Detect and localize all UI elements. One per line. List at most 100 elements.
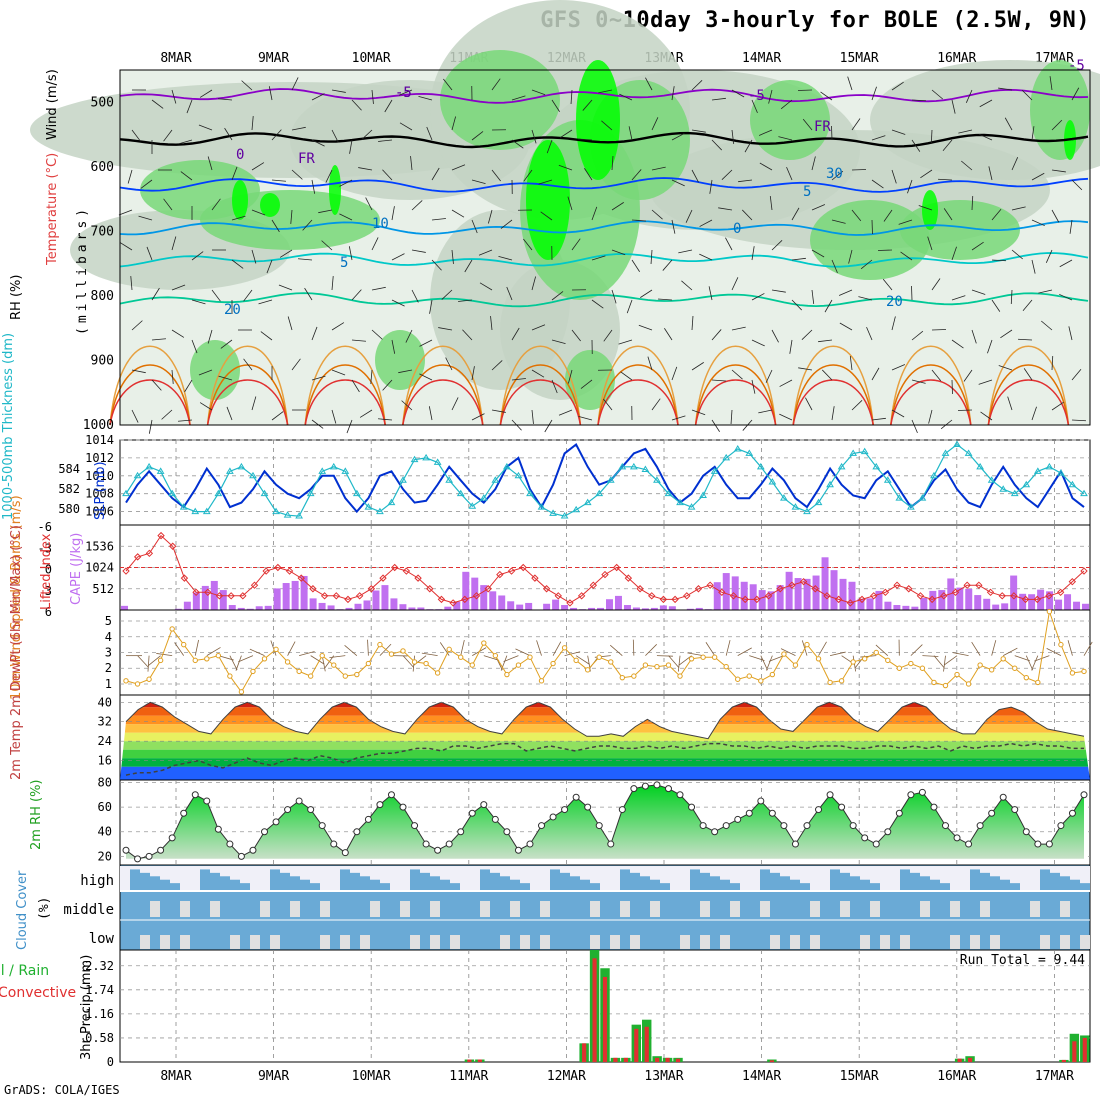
dewpoint-line	[125, 742, 1084, 776]
wind-marker	[573, 657, 579, 664]
wind-barb	[191, 339, 198, 354]
wind-barb-10m	[991, 640, 997, 656]
cape-bar	[372, 590, 380, 610]
lifted-index-marker	[858, 595, 866, 604]
cape-bar	[749, 584, 757, 610]
lifted-index-marker	[1033, 595, 1041, 604]
cape-bar	[255, 606, 263, 610]
cape-bar	[543, 603, 551, 610]
cloud-low-gap	[340, 935, 350, 949]
wind-barb	[178, 419, 193, 422]
lifted-index-tick: -3	[38, 541, 52, 555]
precip-convective-bar	[467, 1059, 472, 1062]
thickness-marker	[283, 511, 292, 518]
wind-barb	[831, 406, 835, 421]
wind-barb	[911, 379, 926, 384]
cloud-high-cell	[270, 869, 280, 890]
thickness-marker	[745, 449, 754, 456]
wind-barb	[791, 299, 803, 311]
cape-bar	[219, 590, 227, 610]
wind-barb-10m	[249, 648, 265, 657]
cloud-mid-gap	[810, 901, 820, 917]
wind-barb	[567, 196, 573, 211]
cloud-mid-gap	[730, 901, 740, 917]
wind-barb	[858, 296, 873, 301]
cape-bar	[920, 597, 928, 610]
cloud-high-cell	[560, 872, 570, 890]
wind-barb	[971, 289, 986, 295]
wind-barb	[1011, 157, 1019, 171]
cloud-high-cell	[840, 872, 850, 890]
rh-marker	[1080, 791, 1088, 799]
lifted-index-tick: 3	[45, 584, 52, 598]
rh-tick: 80	[98, 775, 112, 789]
wind-barb-10m	[1083, 641, 1093, 656]
lifted-index-marker	[1021, 595, 1030, 604]
lifted-index-marker	[694, 585, 703, 593]
rh-marker	[641, 782, 649, 790]
wind-barb	[1071, 87, 1080, 101]
thickness-marker	[214, 489, 223, 497]
wind-barb	[965, 89, 973, 103]
wind-barb	[551, 99, 560, 112]
lifted-index-marker	[776, 585, 784, 593]
thickness-marker	[1033, 467, 1042, 474]
rh-marker	[214, 825, 222, 833]
wind-barb	[1071, 419, 1087, 422]
wind-marker	[584, 667, 591, 673]
date-label-bottom: 17MAR	[1035, 1069, 1074, 1084]
wind-marker	[215, 652, 222, 659]
wind-barb	[331, 322, 345, 331]
wind-barb	[638, 324, 653, 331]
section-tick: 1000	[83, 418, 114, 433]
rh-marker	[284, 806, 292, 814]
rh-marker	[953, 834, 961, 842]
wind-marker	[504, 671, 510, 678]
cloud-mid-gap	[370, 901, 380, 917]
wind-barb	[640, 289, 653, 298]
wind-tick: 5	[105, 614, 112, 628]
cloud-high-cell	[850, 876, 860, 890]
wind-barb	[1007, 396, 1013, 411]
wind-barb	[1038, 289, 1053, 294]
wind-barb-10m	[668, 655, 680, 668]
wind-barb	[302, 219, 313, 231]
lifted-index-marker	[671, 595, 679, 604]
cape-bar	[1028, 594, 1036, 610]
thickness-marker	[803, 507, 811, 515]
cloud-high-cell	[230, 879, 240, 890]
wind-barb	[186, 99, 193, 114]
rh-marker	[791, 840, 799, 848]
wind-barb	[671, 415, 686, 421]
wind-barb	[138, 215, 153, 221]
thickness-marker	[306, 489, 315, 497]
wind-barb	[558, 409, 573, 416]
cloud-low-gap	[180, 935, 190, 949]
cape-bar	[597, 607, 604, 610]
cape-bar	[588, 607, 596, 610]
wind-barb	[551, 379, 558, 394]
rh-marker	[572, 793, 580, 801]
cape-bar	[1073, 601, 1081, 610]
rh-marker	[941, 822, 949, 830]
date-label-bottom: 14MAR	[742, 1069, 781, 1084]
cape-tick: 1536	[85, 539, 114, 553]
wind-barb	[358, 167, 373, 171]
precip-tick: 1.16	[85, 1007, 114, 1021]
wind-barb	[371, 329, 383, 340]
cape-bar	[839, 578, 847, 610]
precip-convective-bar	[967, 1057, 973, 1062]
wind-barb	[211, 289, 221, 302]
rh-marker	[815, 806, 823, 814]
wind-barb	[478, 249, 493, 256]
wind-barb	[991, 209, 1002, 221]
cape-bar	[1001, 603, 1009, 610]
wind-barb	[927, 236, 933, 251]
wind-barb	[491, 360, 503, 371]
wind-barb	[987, 339, 993, 354]
lifted-index-marker	[169, 542, 177, 550]
wind-barb	[479, 282, 493, 291]
cloud-mid-gap	[510, 901, 520, 917]
lifted-index-marker	[577, 592, 586, 600]
wind-barb	[163, 129, 173, 142]
